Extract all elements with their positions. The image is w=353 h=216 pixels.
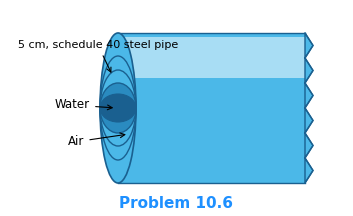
Text: Problem 10.6: Problem 10.6 bbox=[119, 197, 233, 211]
Text: Air: Air bbox=[68, 133, 125, 148]
FancyBboxPatch shape bbox=[118, 37, 305, 78]
Ellipse shape bbox=[100, 56, 136, 160]
Ellipse shape bbox=[100, 33, 136, 183]
Text: Water: Water bbox=[55, 98, 112, 111]
Ellipse shape bbox=[100, 70, 136, 146]
Polygon shape bbox=[305, 33, 313, 183]
Text: 5 cm, schedule 40 steel pipe: 5 cm, schedule 40 steel pipe bbox=[18, 41, 178, 72]
Ellipse shape bbox=[100, 83, 136, 133]
FancyBboxPatch shape bbox=[118, 33, 305, 183]
Ellipse shape bbox=[100, 94, 136, 122]
